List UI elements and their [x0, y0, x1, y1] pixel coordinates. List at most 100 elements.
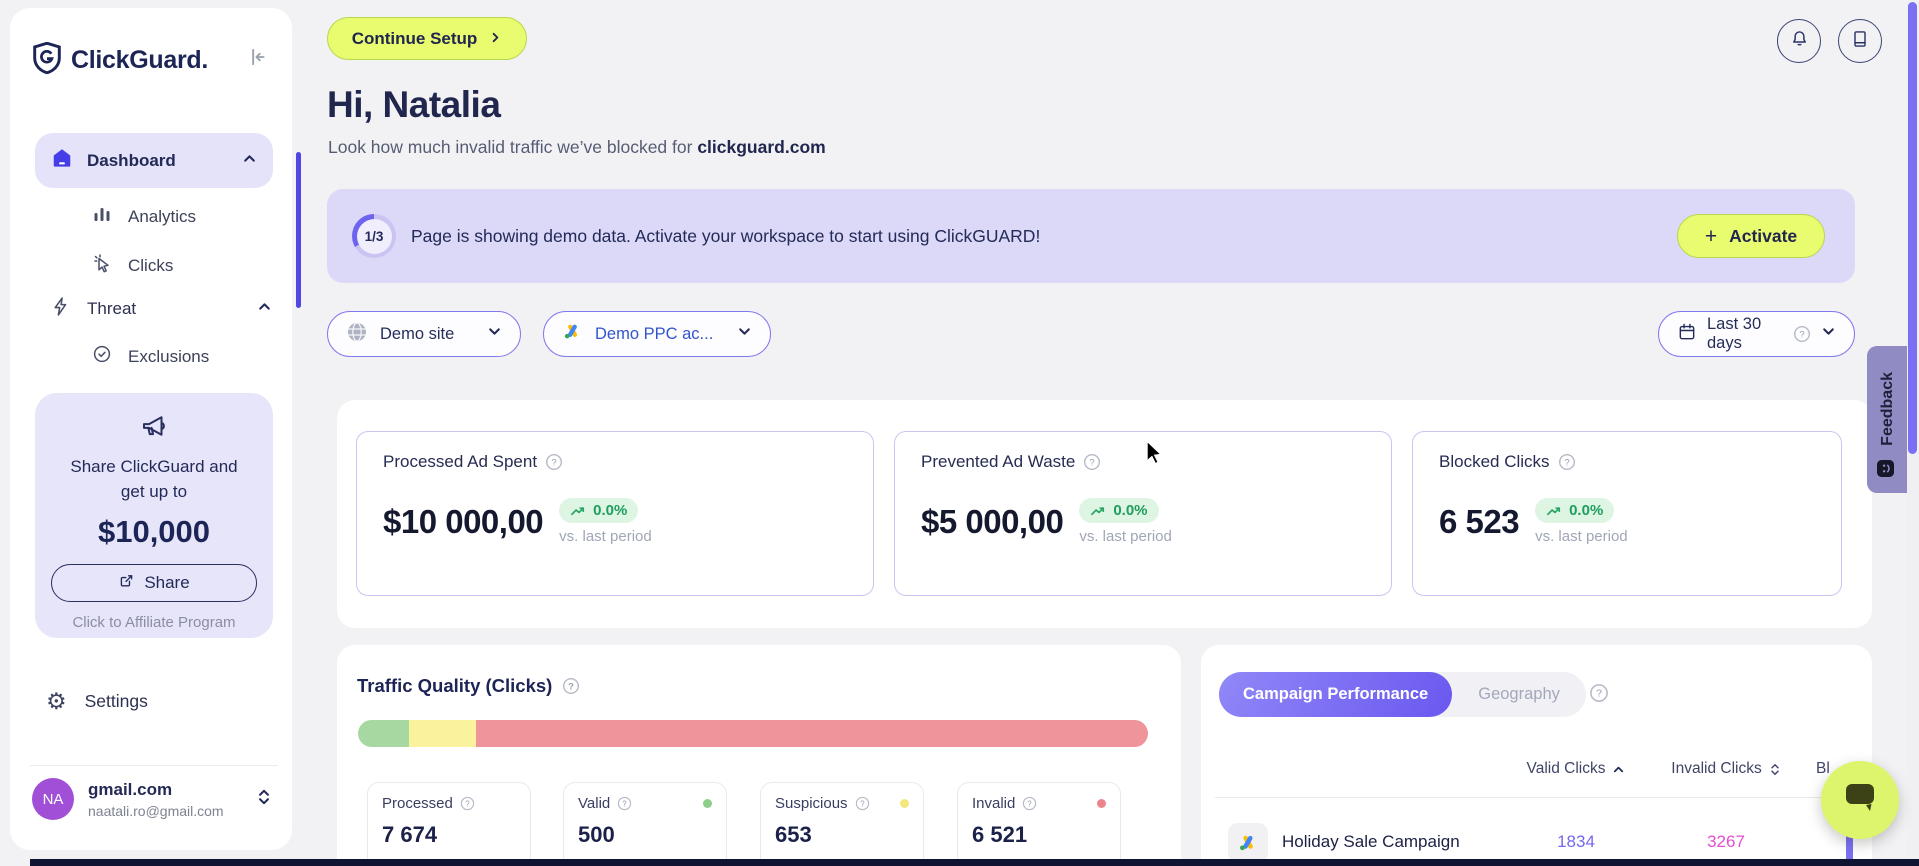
account-email: naatali.ro@gmail.com — [88, 802, 224, 819]
sidebar-item-settings[interactable]: ⚙ Settings — [46, 690, 148, 713]
chat-launcher-button[interactable] — [1821, 761, 1899, 839]
activate-button[interactable]: + Activate — [1677, 214, 1825, 258]
page-scrollbar-thumb[interactable] — [1908, 2, 1917, 454]
tab-campaign-performance[interactable]: Campaign Performance — [1219, 672, 1453, 717]
gear-icon: ⚙ — [46, 688, 67, 714]
help-icon[interactable]: ? — [1083, 453, 1101, 471]
table-row[interactable]: Holiday Sale Campaign 1834 3267 — [1201, 813, 1872, 866]
page-subtitle: Look how much invalid traffic we’ve bloc… — [328, 137, 826, 157]
campaign-tabs: Campaign Performance Geography — [1219, 672, 1586, 717]
site-filter-value: Demo site — [380, 324, 455, 343]
share-button[interactable]: Share — [51, 564, 257, 602]
sidebar-item-clicks[interactable]: Clicks — [92, 253, 173, 278]
sidebar-collapse-icon[interactable] — [246, 46, 268, 73]
sidebar-item-label: Analytics — [128, 206, 197, 226]
bar-chart-icon — [92, 204, 112, 229]
stat-card-processed-ad-spent: Processed Ad Spent ? $10 000,00 0.0% vs.… — [356, 431, 874, 596]
svg-text:?: ? — [551, 457, 556, 468]
site-filter-dropdown[interactable]: Demo site — [327, 311, 521, 357]
account-info: gmail.com naatali.ro@gmail.com — [88, 780, 256, 819]
chat-bubble-icon — [1842, 781, 1878, 820]
help-icon[interactable]: ? — [562, 677, 580, 695]
chevron-down-icon — [487, 324, 502, 344]
bar-segment-valid — [358, 720, 410, 747]
sort-vertical-icon — [1770, 763, 1779, 775]
bar-segment-suspicious — [409, 720, 477, 747]
help-icon[interactable]: ? — [617, 796, 632, 811]
chevron-down-icon — [1821, 324, 1836, 344]
chevron-down-icon — [737, 324, 752, 344]
docs-button[interactable] — [1838, 19, 1882, 63]
logo-text: ClickGuard. — [71, 46, 209, 74]
sidebar-item-exclusions[interactable]: Exclusions — [92, 344, 209, 369]
plus-icon: + — [1704, 224, 1718, 248]
trend-up-icon — [1091, 506, 1105, 515]
notifications-button[interactable] — [1777, 19, 1821, 63]
page-title: Hi, Natalia — [327, 84, 501, 125]
tab-geography[interactable]: Geography — [1478, 685, 1560, 703]
bell-icon — [1789, 28, 1810, 54]
traffic-quality-bar — [358, 720, 1148, 747]
svg-text:?: ? — [1799, 329, 1804, 340]
help-icon[interactable]: ? — [460, 796, 475, 811]
column-header-valid-clicks[interactable]: Valid Clicks — [1527, 760, 1626, 778]
continue-setup-button[interactable]: Continue Setup — [327, 17, 527, 60]
mini-card-processed: Processed ? 7 674 0.00% — [367, 782, 531, 866]
share-button-label: Share — [144, 573, 190, 592]
stat-value: $10 000,00 — [383, 502, 544, 540]
account-switcher[interactable]: NA gmail.com naatali.ro@gmail.com — [32, 778, 272, 820]
help-icon[interactable]: ? — [855, 796, 870, 811]
mini-card-label: Invalid — [972, 795, 1016, 812]
svg-text:?: ? — [1596, 688, 1602, 700]
help-icon[interactable]: ? — [1589, 683, 1609, 703]
demo-data-banner: 1/3 Page is showing demo data. Activate … — [327, 189, 1855, 283]
help-icon[interactable]: ? — [1022, 796, 1037, 811]
sidebar-item-label: Settings — [84, 691, 148, 711]
sidebar-item-label: Exclusions — [128, 346, 210, 366]
help-icon[interactable]: ? — [1793, 325, 1811, 343]
feedback-tab[interactable]: Feedback — [1867, 346, 1909, 493]
avatar: NA — [32, 778, 74, 820]
svg-text:?: ? — [1028, 799, 1033, 808]
sidebar-item-dashboard[interactable]: Dashboard — [35, 133, 273, 188]
home-icon — [51, 147, 73, 174]
kpi-panel: Processed Ad Spent ? $10 000,00 0.0% vs.… — [337, 400, 1872, 628]
svg-text:?: ? — [860, 799, 865, 808]
continue-setup-label: Continue Setup — [351, 28, 478, 48]
mini-card-suspicious: Suspicious ? 653 0.00% — [760, 782, 924, 866]
sidebar-item-analytics[interactable]: Analytics — [92, 204, 196, 229]
suspicious-dot — [900, 799, 909, 808]
logo: ClickGuard. — [32, 41, 209, 79]
date-range-dropdown[interactable]: Last 30 days ? — [1658, 311, 1855, 357]
campaign-performance-panel: Campaign Performance Geography ? Valid C… — [1201, 645, 1872, 866]
ppc-account-dropdown[interactable]: Demo PPC ac... — [543, 311, 771, 357]
globe-icon — [346, 321, 368, 348]
sidebar-item-threat[interactable]: Threat — [50, 296, 272, 322]
chevron-up-icon — [242, 151, 257, 171]
sidebar: ClickGuard. Dashboard Analytics Cli — [10, 8, 301, 850]
sidebar-scrollbar-thumb[interactable] — [296, 152, 301, 308]
clickguard-shield-icon — [32, 41, 62, 79]
promo-text: Share ClickGuard and get up to — [70, 457, 238, 501]
mini-card-label: Valid — [578, 795, 611, 812]
external-link-icon — [118, 572, 135, 594]
stat-label: Blocked Clicks — [1439, 452, 1550, 471]
stat-label: Prevented Ad Waste — [921, 452, 1076, 471]
affiliate-promo-card[interactable]: Share ClickGuard and get up to $10,000 S… — [35, 393, 273, 638]
workspace-domain: clickguard.com — [697, 137, 826, 157]
compare-label: vs. last period — [1535, 528, 1628, 545]
help-icon[interactable]: ? — [1558, 453, 1576, 471]
trend-up-icon — [1547, 506, 1561, 515]
valid-dot — [703, 799, 712, 808]
banner-message: Page is showing demo data. Activate your… — [411, 226, 1041, 246]
column-header-invalid-clicks[interactable]: Invalid Clicks — [1671, 760, 1780, 778]
svg-text:?: ? — [568, 681, 574, 692]
activate-label: Activate — [1729, 225, 1798, 246]
invalid-dot — [1097, 799, 1106, 808]
column-header-blocked[interactable]: Bl — [1816, 760, 1830, 777]
google-ads-icon — [1228, 823, 1268, 863]
help-icon[interactable]: ? — [545, 453, 563, 471]
google-ads-icon — [562, 321, 583, 347]
sort-asc-icon — [1614, 766, 1624, 772]
stat-label: Processed Ad Spent — [383, 452, 538, 471]
